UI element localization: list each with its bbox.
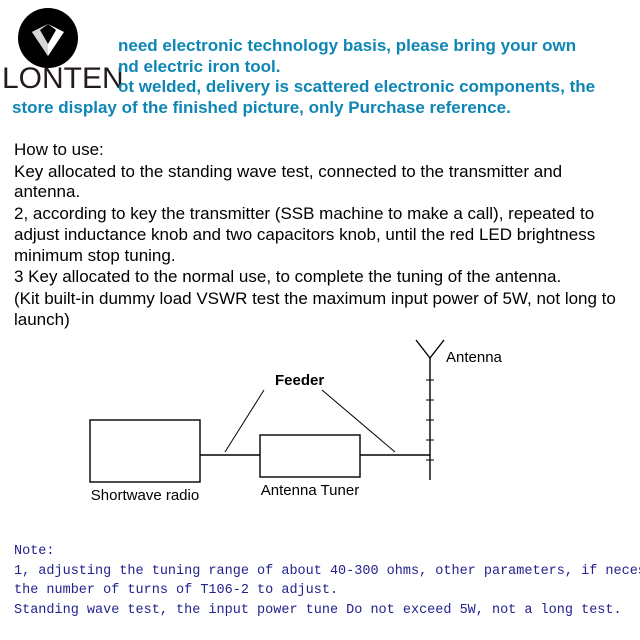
intro-line-4: store display of the finished picture, o…: [12, 98, 622, 119]
brand-text: LONTEN: [2, 62, 124, 96]
svg-text:Shortwave radio: Shortwave radio: [91, 487, 199, 504]
note-title: Note:: [14, 542, 630, 562]
note-block: Note: 1, adjusting the tuning range of a…: [14, 542, 630, 620]
brand-logo: [18, 8, 78, 68]
howto-p2: 2, according to key the transmitter (SSB…: [14, 204, 622, 266]
intro-block: need electronic technology basis, please…: [118, 36, 622, 119]
howto-block: How to use: Key allocated to the standin…: [14, 140, 622, 332]
svg-text:Antenna Tuner: Antenna Tuner: [261, 482, 359, 499]
intro-line-2: nd electric iron tool.: [118, 57, 622, 78]
howto-p3: 3 Key allocated to the normal use, to co…: [14, 267, 622, 288]
logo-icon: [28, 18, 68, 58]
note-l2: the number of turns of T106-2 to adjust.: [14, 581, 630, 601]
svg-text:Antenna: Antenna: [446, 349, 503, 366]
howto-p4: (Kit built-in dummy load VSWR test the m…: [14, 289, 622, 330]
note-l3: Standing wave test, the input power tune…: [14, 601, 630, 621]
connection-diagram: Shortwave radio Antenna Tuner Antenna Feede…: [0, 330, 640, 540]
howto-p1: Key allocated to the standing wave test,…: [14, 162, 622, 203]
svg-text:Feeder: Feeder: [275, 372, 324, 389]
howto-title: How to use:: [14, 140, 622, 161]
intro-line-1: need electronic technology basis, please…: [118, 36, 622, 57]
intro-line-3: ot welded, delivery is scattered electro…: [118, 77, 622, 98]
note-l1: 1, adjusting the tuning range of about 4…: [14, 562, 630, 582]
